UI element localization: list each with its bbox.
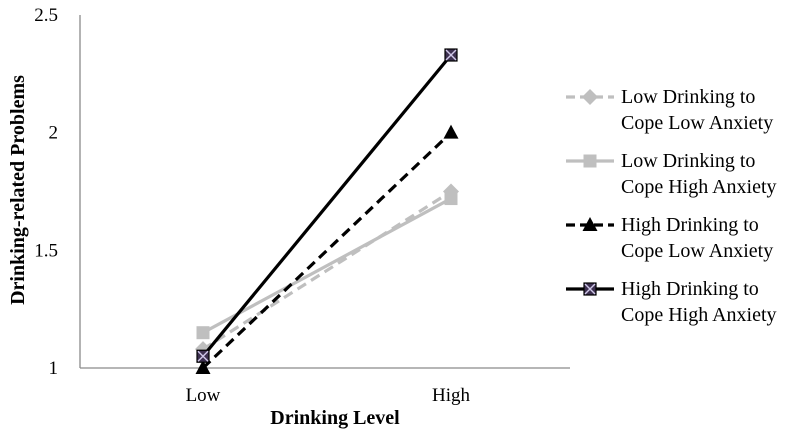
y-tick-label: 1.5 xyxy=(34,240,58,261)
axes xyxy=(79,15,570,369)
legend-item: Low Drinking to Cope Low Anxiety xyxy=(566,86,773,134)
series-point-square xyxy=(196,326,210,340)
series-line xyxy=(201,53,453,358)
series-line xyxy=(201,131,453,370)
y-tick-label: 2.5 xyxy=(34,5,58,26)
legend-item: High Drinking to Cope Low Anxiety xyxy=(566,214,773,262)
x-tick-label: High xyxy=(432,385,471,406)
legend-label: High Drinking to xyxy=(621,214,759,236)
series-point-x-square xyxy=(444,48,458,62)
series-point-triangle xyxy=(582,217,598,231)
series-point-triangle xyxy=(443,124,459,139)
y-tick-label: 2 xyxy=(49,123,59,144)
x-tick-labels: Low High xyxy=(186,385,471,406)
series-point-x-square xyxy=(583,282,597,296)
y-tick-labels: 1 1.5 2 2.5 xyxy=(34,5,58,379)
y-tick-label: 1 xyxy=(49,358,59,379)
series-point-x-square xyxy=(196,349,210,363)
legend-label: Low Drinking to xyxy=(621,150,755,172)
series-line xyxy=(202,190,452,351)
series-layer xyxy=(195,48,459,374)
series-1 xyxy=(195,183,459,358)
series-point-square xyxy=(444,192,458,206)
series-3 xyxy=(195,124,459,374)
legend-item: High Drinking to Cope High Anxiety xyxy=(566,278,777,326)
legend-label: High Drinking to xyxy=(621,278,759,300)
series-4 xyxy=(196,48,458,363)
series-point-triangle xyxy=(195,360,211,374)
legend-label: Cope High Anxiety xyxy=(621,304,777,326)
legend-label: Cope Low Anxiety xyxy=(621,240,773,262)
series-point-diamond xyxy=(582,89,598,105)
series-2 xyxy=(196,192,458,340)
legend-label: Low Drinking to xyxy=(621,86,755,108)
x-axis-title: Drinking Level xyxy=(270,407,400,429)
legend-label: Cope Low Anxiety xyxy=(621,112,773,134)
legend-label: Cope High Anxiety xyxy=(621,176,777,198)
series-point-square xyxy=(583,154,597,168)
y-axis-title: Drinking-related Problems xyxy=(7,75,29,305)
x-tick-label: Low xyxy=(186,385,221,406)
legend-item: Low Drinking to Cope High Anxiety xyxy=(566,150,777,198)
series-line xyxy=(202,197,452,335)
